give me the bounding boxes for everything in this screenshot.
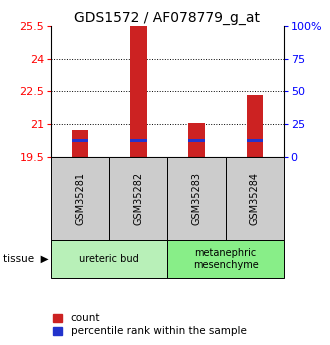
Bar bbox=[51, 240, 168, 278]
Bar bbox=[72, 139, 88, 142]
Text: tissue  ▶: tissue ▶ bbox=[3, 254, 49, 264]
Bar bbox=[130, 26, 147, 157]
Bar bbox=[188, 123, 205, 157]
Text: GSM35283: GSM35283 bbox=[191, 172, 202, 225]
Text: GSM35281: GSM35281 bbox=[75, 172, 85, 225]
Text: metanephric
mesenchyme: metanephric mesenchyme bbox=[193, 248, 258, 269]
Legend: count, percentile rank within the sample: count, percentile rank within the sample bbox=[53, 313, 247, 336]
Bar bbox=[226, 157, 284, 240]
Bar bbox=[72, 130, 88, 157]
Bar bbox=[247, 95, 263, 157]
Bar bbox=[109, 157, 167, 240]
Bar bbox=[188, 139, 205, 142]
Bar bbox=[130, 139, 147, 142]
Text: GSM35284: GSM35284 bbox=[250, 172, 260, 225]
Bar bbox=[168, 157, 226, 240]
Bar bbox=[168, 240, 284, 278]
Text: ureteric bud: ureteric bud bbox=[80, 254, 139, 264]
Bar bbox=[51, 157, 109, 240]
Title: GDS1572 / AF078779_g_at: GDS1572 / AF078779_g_at bbox=[75, 11, 260, 25]
Bar bbox=[247, 139, 263, 142]
Text: GSM35282: GSM35282 bbox=[133, 172, 144, 225]
